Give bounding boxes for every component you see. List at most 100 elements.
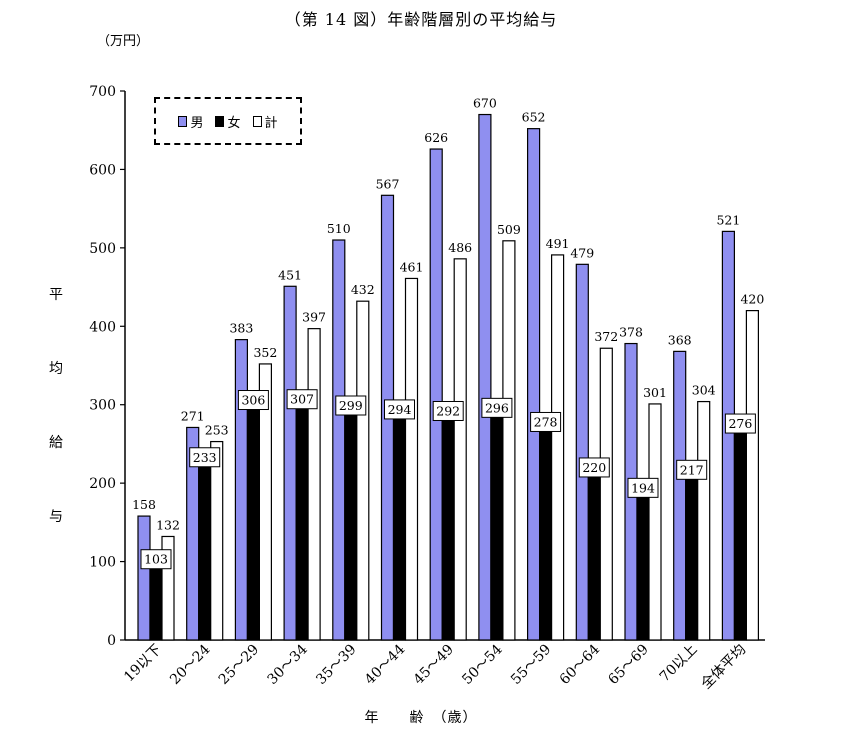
- data-label-total: 509: [497, 222, 521, 237]
- data-label-female: 292: [436, 403, 460, 418]
- data-label-female: 306: [241, 393, 265, 408]
- bar-total: [550, 254, 565, 641]
- data-label-box-female: [384, 399, 415, 420]
- bar-female: [198, 456, 212, 641]
- legend-label-total: 計: [264, 115, 278, 131]
- data-label-male: 510: [327, 221, 351, 236]
- data-label-male: 652: [522, 110, 546, 125]
- y-tick-label: 100: [89, 555, 116, 571]
- y-tick-label: 500: [89, 241, 116, 257]
- data-label-male: 521: [716, 212, 740, 227]
- data-label-box-female: [140, 549, 172, 570]
- data-label-total: 301: [643, 385, 667, 400]
- data-label-box-female: [676, 459, 708, 480]
- bar-male: [478, 113, 492, 641]
- category-label: 55～59: [508, 642, 554, 688]
- y-tick-label: 0: [107, 633, 116, 649]
- data-label-female: 194: [631, 480, 655, 495]
- legend-swatch-female: [215, 115, 225, 127]
- x-axis-title: 年 齢 （歳）: [364, 710, 478, 726]
- category-label: 40～44: [362, 641, 408, 687]
- data-label-box-female: [481, 397, 513, 418]
- bar-total: [599, 347, 613, 641]
- category-label: 全体平均: [698, 641, 750, 693]
- legend-label-female: 女: [227, 115, 241, 131]
- bar-total: [356, 300, 370, 641]
- bar-male: [721, 230, 736, 641]
- data-label-total: 420: [740, 292, 764, 307]
- y-axis-title: 平均給与: [49, 287, 63, 525]
- category-label: 60～64: [557, 641, 603, 687]
- data-label-female: 220: [582, 460, 606, 475]
- y-tick-label: 300: [89, 398, 116, 414]
- category-label: 35～39: [313, 642, 359, 688]
- data-label-male: 378: [619, 325, 643, 340]
- bar-total: [258, 363, 272, 641]
- y-tick-label: 200: [89, 476, 116, 492]
- bar-total: [210, 440, 224, 641]
- bar-male: [526, 128, 541, 641]
- chart-title: （第 14 図）年齢階層別の平均給与: [284, 10, 558, 29]
- category-label: 25～29: [216, 642, 262, 688]
- data-label-male: 368: [668, 332, 692, 347]
- data-label-male: 451: [278, 267, 302, 282]
- data-label-box-female: [530, 411, 562, 432]
- data-label-box-female: [237, 390, 269, 411]
- data-label-male: 383: [229, 321, 253, 336]
- data-label-total: 304: [692, 383, 716, 398]
- data-label-total: 461: [400, 259, 424, 274]
- data-label-female: 294: [388, 402, 412, 417]
- bar-total: [648, 403, 662, 641]
- y-tick-label: 700: [89, 84, 116, 100]
- data-label-male: 271: [181, 408, 205, 423]
- legend-swatch-total: [252, 115, 262, 127]
- legend-swatch-male: [178, 115, 188, 127]
- data-label-male: 626: [424, 130, 448, 145]
- category-label: 20～24: [167, 641, 213, 687]
- data-label-female: 278: [534, 414, 558, 429]
- data-label-box-female: [432, 400, 464, 421]
- legend-item-male: 男: [178, 112, 203, 131]
- bar-female: [441, 410, 455, 641]
- data-label-box-female: [724, 413, 756, 434]
- category-label: 45～49: [411, 642, 457, 688]
- data-label-total: 352: [253, 345, 277, 360]
- bar-male: [137, 515, 151, 641]
- data-label-female: 103: [144, 552, 168, 567]
- category-label: 19以下: [121, 642, 165, 686]
- bar-male: [283, 285, 297, 641]
- data-label-male: 670: [473, 96, 497, 111]
- bar-male: [234, 339, 248, 641]
- y-tick-label: 600: [89, 162, 116, 178]
- bar-male: [575, 263, 589, 641]
- bar-female: [685, 469, 699, 641]
- bar-total: [404, 277, 419, 641]
- bar-female: [392, 408, 407, 641]
- bar-female: [295, 398, 309, 641]
- category-label: 65～69: [605, 642, 651, 688]
- data-label-total: 432: [351, 282, 375, 297]
- data-label-total: 397: [302, 310, 326, 325]
- data-label-female: 276: [728, 416, 752, 431]
- data-label-box-female: [627, 477, 659, 498]
- legend: 男 女 計: [154, 97, 302, 145]
- data-label-box-female: [335, 395, 367, 416]
- category-label: 50～54: [459, 641, 505, 687]
- data-label-female: 233: [193, 450, 217, 465]
- data-label-female: 217: [680, 462, 704, 477]
- data-label-male: 479: [570, 245, 594, 260]
- bar-total: [307, 328, 321, 641]
- data-label-male: 567: [376, 176, 400, 191]
- legend-item-total: 計: [252, 112, 278, 131]
- bar-female: [490, 407, 504, 641]
- legend-label-male: 男: [190, 115, 204, 131]
- y-tick-label: 400: [89, 319, 116, 335]
- data-label-total: 132: [156, 517, 180, 532]
- bar-female: [246, 399, 260, 641]
- bar-total: [697, 400, 711, 641]
- bar-total: [745, 310, 760, 641]
- data-label-box-female: [578, 457, 610, 478]
- bar-male: [332, 239, 346, 641]
- legend-item-female: 女: [215, 112, 241, 131]
